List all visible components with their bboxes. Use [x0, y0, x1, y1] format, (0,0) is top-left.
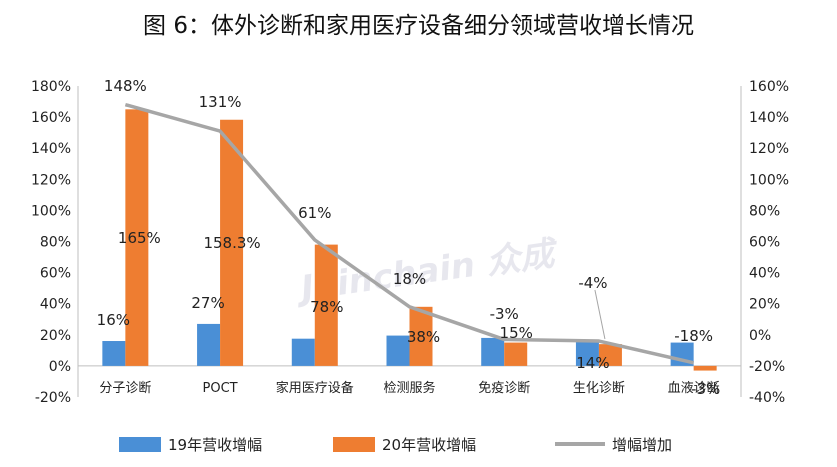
y-left-tick-label: 0%: [49, 359, 71, 375]
bar-20: [409, 306, 433, 366]
label-20: 15%: [500, 324, 533, 342]
label-19: 14%: [576, 354, 609, 372]
bar-20: [504, 342, 528, 366]
label-line: 18%: [393, 270, 426, 288]
label-20: 165%: [118, 229, 161, 247]
label-20: 158.3%: [203, 234, 260, 252]
x-category-label: 生化诊断: [573, 381, 625, 396]
y-right-tick-label: -40%: [749, 390, 785, 406]
label-line: -4%: [578, 274, 607, 292]
bar-19: [291, 338, 315, 366]
y-right-tick-label: 0%: [749, 328, 771, 344]
bar-20: [220, 119, 244, 366]
label-20: 78%: [310, 298, 343, 316]
y-left-tick-label: 100%: [31, 203, 71, 219]
y-right-tick-label: 100%: [749, 172, 789, 188]
y-right-tick-label: -20%: [749, 359, 785, 375]
bar-19: [102, 341, 126, 366]
label-line: 61%: [298, 204, 331, 222]
legend-swatch-19: [119, 437, 161, 452]
callout-leader: [594, 289, 606, 340]
label-line: 131%: [199, 93, 242, 111]
y-right-tick-label: 20%: [749, 297, 780, 313]
label-line: -18%: [674, 327, 713, 345]
y-left-tick-label: 80%: [40, 235, 71, 251]
label-19: 27%: [191, 294, 224, 312]
y-left-tick-label: -20%: [35, 390, 71, 406]
axes: -20% 0% 20% 40% 60% 80% 100% 120% 140% 160% 180% -4…: [31, 79, 789, 406]
legend-label-19: 19年营收增幅: [168, 436, 262, 454]
y-right-tick-label: 120%: [749, 141, 789, 157]
chart-title: 图 6：体外诊断和家用医疗设备细分领域营收增长情况: [143, 13, 694, 39]
bars: [102, 109, 717, 371]
y-right-tick-label: 40%: [749, 266, 780, 282]
bar-20: [598, 344, 622, 366]
x-category-label: 家用医疗设备: [276, 380, 354, 396]
x-category-label: 分子诊断: [99, 381, 151, 396]
y-left-tick-label: 120%: [31, 172, 71, 188]
y-right-tick-label: 160%: [749, 79, 789, 95]
bar-19: [481, 337, 505, 366]
label-19: 16%: [97, 311, 130, 329]
x-category-label: 检测服务: [383, 380, 435, 396]
legend-label-line: 增幅增加: [612, 436, 672, 454]
data-labels: 16%27%14%165% 158.3%78%38% 15%-3%148%131%6…: [97, 77, 721, 398]
legend-swatch-20: [333, 437, 375, 452]
x-category-label: 免疫诊断: [478, 380, 530, 396]
growth-line-path: [124, 102, 695, 365]
label-line: -3%: [490, 305, 519, 323]
y-left-tick-label: 140%: [31, 141, 71, 157]
y-left-tick-label: 60%: [40, 266, 71, 282]
bar-20: [314, 244, 338, 366]
y-right-tick-label: 80%: [749, 203, 780, 219]
y-left-tick-label: 160%: [31, 110, 71, 126]
y-left-tick-label: 180%: [31, 79, 71, 95]
x-category-label: 血液诊断: [668, 381, 720, 396]
growth-line: [124, 102, 695, 365]
bar-20: [125, 109, 149, 366]
bar-19: [197, 323, 221, 366]
y-right-tick-label: 140%: [749, 110, 789, 126]
legend: 19年营收增幅 20年营收增幅 增幅增加: [119, 436, 672, 454]
y-right-tick-label: 60%: [749, 235, 780, 251]
y-left-tick-label: 20%: [40, 328, 71, 344]
legend-label-20: 20年营收增幅: [382, 436, 476, 454]
bar-19: [575, 340, 599, 366]
bar-19: [386, 335, 410, 366]
bar-20: [693, 365, 717, 371]
label-20: 38%: [407, 328, 440, 346]
y-left-tick-label: 40%: [40, 297, 71, 313]
label-20: -3%: [691, 380, 720, 398]
label-line: 148%: [104, 77, 147, 95]
x-category-label: POCT: [203, 381, 238, 396]
